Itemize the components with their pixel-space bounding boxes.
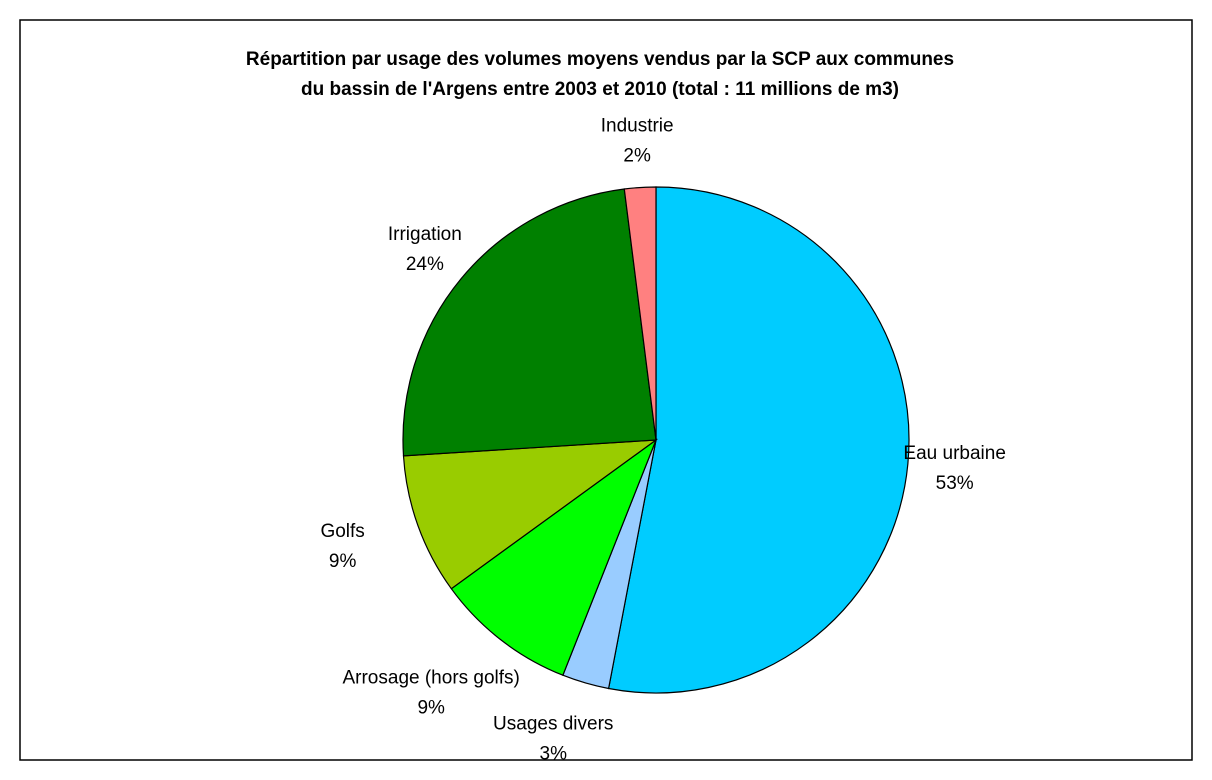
slice-value-label: 3% <box>540 743 568 764</box>
pie-slice <box>402 439 659 590</box>
slice-value-label: 9% <box>329 551 357 572</box>
slice-label: Eau urbaine <box>903 443 1005 464</box>
pie-slice <box>623 186 657 441</box>
slice-label: Industrie <box>601 116 674 137</box>
chart-title: du bassin de l'Argens entre 2003 et 2010… <box>301 79 899 100</box>
slice-label: Arrosage (hors golfs) <box>342 667 519 688</box>
slice-label: Irrigation <box>388 224 462 245</box>
pie-slice <box>450 438 658 677</box>
pie-slice <box>607 186 910 694</box>
slice-value-label: 24% <box>406 254 444 275</box>
chart-title: Répartition par usage des volumes moyens… <box>246 49 954 70</box>
slice-label: Golfs <box>320 521 364 542</box>
slice-value-label: 2% <box>623 146 651 167</box>
slice-value-label: 53% <box>936 473 974 494</box>
pie-slice <box>402 188 657 457</box>
slice-label: Usages divers <box>493 713 613 734</box>
slice-value-label: 9% <box>417 697 445 718</box>
